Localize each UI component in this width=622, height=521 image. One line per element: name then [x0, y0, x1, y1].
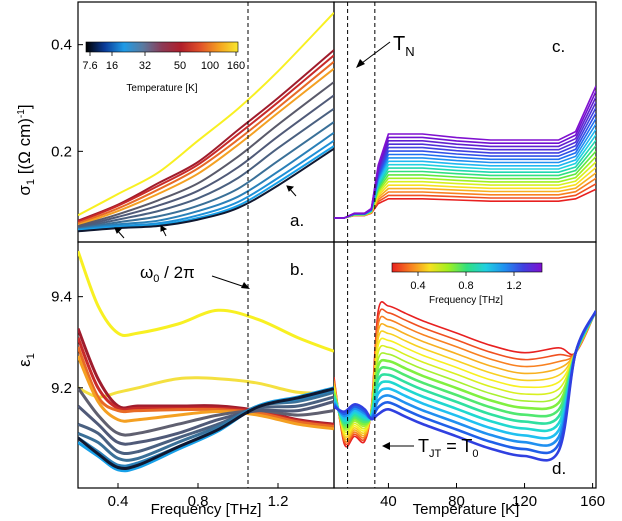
series-line-a-3	[78, 60, 334, 225]
ytick-label-a-1: 0.4	[51, 37, 72, 54]
frequency-tick-label: 1.2	[506, 280, 521, 292]
series-line-d-3	[334, 310, 596, 441]
series-line-d-9	[334, 310, 596, 427]
xtick-label-d-3: 160	[580, 493, 605, 510]
series-line-d-8	[334, 310, 596, 429]
annotation-tjt-arrowhead	[382, 442, 390, 450]
temperature-tick-label: 160	[227, 60, 245, 72]
ytick-label-b-0: 9.2	[51, 380, 72, 397]
frequency-tick-label: 0.8	[458, 280, 473, 292]
series-line-a-0	[78, 12, 334, 217]
xtick-label-d-0: 40	[380, 493, 397, 510]
frequency-colorbar-label: Frequency [THz]	[429, 295, 503, 306]
annotation-tn-arrowhead	[356, 59, 365, 68]
panel-c-label: c.	[552, 37, 565, 56]
series-line-b-12	[78, 387, 334, 471]
xtick-label-d-2: 120	[512, 493, 537, 510]
series-line-d-7	[334, 310, 596, 431]
series-line-d-13	[334, 310, 596, 447]
series-line-a-9	[78, 131, 334, 231]
annotation-tjt: TJT = T0	[418, 436, 479, 460]
panel-a-small-arrows	[114, 185, 297, 239]
temperature-tick-label: 16	[106, 60, 118, 72]
ytick-label-b-1: 9.4	[51, 289, 72, 306]
temperature-colorbar: 7.6 16 32 50 100 160 Temperature [K]	[82, 41, 245, 94]
temperature-tick-label: 50	[174, 60, 186, 72]
annotation-tn: TN	[393, 33, 415, 59]
ytick-label-a-0: 0.2	[51, 143, 72, 160]
series-line-b-7	[78, 399, 334, 446]
annotation-tn-arrow	[357, 41, 391, 67]
series-line-a-10	[78, 139, 334, 231]
temperature-colorbar-label: Temperature [K]	[126, 83, 197, 94]
annotation-omega: ω0 / 2π	[140, 263, 195, 285]
frequency-tick-label: 0.4	[410, 280, 425, 292]
y-axis-title-epsilon: ε1	[15, 353, 37, 367]
series-line-a-6	[78, 94, 334, 229]
series-line-d-14	[334, 310, 596, 455]
series-line-d-11	[334, 310, 596, 433]
xtick-label-d-1: 80	[448, 493, 465, 510]
xtick-label-b-1: 0.8	[188, 493, 209, 510]
series-line-d-1	[334, 308, 596, 446]
series-line-a-7	[78, 107, 334, 230]
series-line-a-4	[78, 67, 334, 226]
series-line-d-12	[334, 310, 596, 440]
temperature-colorbar-bar	[85, 41, 239, 53]
panel-b-plot: 9.2 9.4 0.4 0.8 1.2	[51, 242, 334, 510]
y-axis-title-sigma: σ1 [(Ω cm)-1]	[15, 104, 37, 195]
series-line-b-6	[78, 386, 334, 437]
series-line-a-8	[78, 121, 334, 230]
series-line-d-0	[334, 301, 596, 448]
panel-c-plot	[334, 2, 596, 242]
xtick-label-b-0: 0.4	[108, 493, 129, 510]
series-line-b-9	[78, 390, 334, 462]
xtick-label-b-2: 1.2	[268, 493, 289, 510]
frequency-colorbar-bar	[391, 262, 543, 273]
panel-b-label: b.	[290, 260, 304, 279]
series-line-d-2	[334, 310, 596, 443]
series-line-d-15	[334, 310, 596, 462]
panel-d-frame	[333, 241, 597, 489]
series-line-a-5	[78, 81, 334, 227]
series-line-b-8	[78, 395, 334, 456]
x-axis-title-frequency: Frequency [THz]	[151, 501, 262, 518]
series-line-b-5	[78, 355, 334, 431]
frequency-colorbar: 0.4 0.8 1.2 Frequency [THz]	[391, 262, 543, 306]
series-line-b-1	[78, 376, 334, 399]
panel-a-label: a.	[290, 211, 304, 230]
x-axis-title-temperature: Temperature [K]	[413, 501, 520, 518]
series-line-a-2	[78, 54, 334, 223]
series-line-d-6	[334, 310, 596, 434]
series-line-b-4	[78, 346, 334, 428]
temperature-tick-label: 100	[201, 60, 219, 72]
temperature-tick-label: 7.6	[82, 60, 97, 72]
series-line-c-19	[334, 85, 596, 219]
temperature-tick-label: 32	[139, 60, 151, 72]
panel-d-label: d.	[552, 459, 566, 478]
series-line-d-5	[334, 310, 596, 436]
panel-d-plot: 40 80 120 160	[334, 242, 605, 510]
panel-a-plot: 0.2 0.4	[51, 2, 334, 242]
series-line-d-4	[334, 310, 596, 438]
series-line-d-10	[334, 310, 596, 425]
annotation-omega-arrowhead	[241, 282, 250, 289]
series-line-b-0	[78, 250, 334, 353]
